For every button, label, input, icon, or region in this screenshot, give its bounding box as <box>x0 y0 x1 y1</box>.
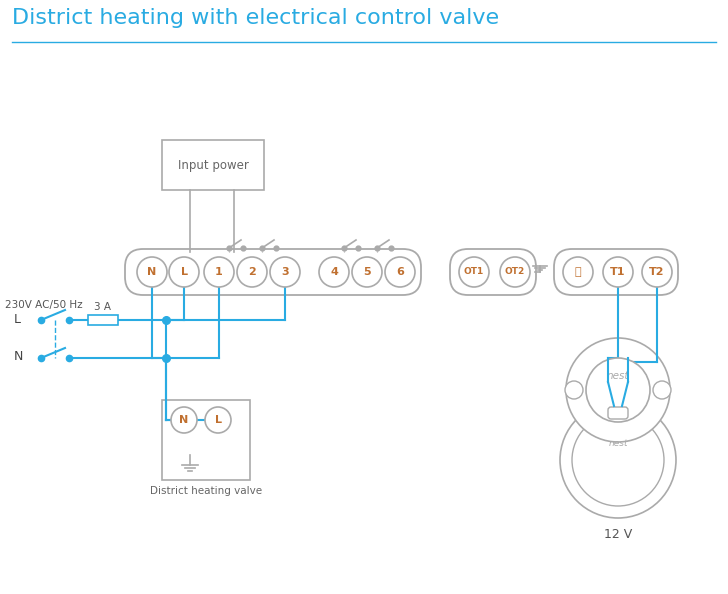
Text: T1: T1 <box>610 267 626 277</box>
FancyBboxPatch shape <box>608 407 628 419</box>
Text: L: L <box>215 415 221 425</box>
Text: nest: nest <box>606 371 629 381</box>
Text: 4: 4 <box>330 267 338 277</box>
Text: 3: 3 <box>281 267 289 277</box>
Text: OT2: OT2 <box>505 267 525 276</box>
FancyBboxPatch shape <box>88 315 118 325</box>
Text: N: N <box>179 415 189 425</box>
Circle shape <box>237 257 267 287</box>
Circle shape <box>572 414 664 506</box>
Circle shape <box>169 257 199 287</box>
FancyBboxPatch shape <box>450 249 536 295</box>
Text: OT1: OT1 <box>464 267 484 276</box>
Circle shape <box>352 257 382 287</box>
Circle shape <box>560 402 676 518</box>
Circle shape <box>642 257 672 287</box>
Text: 5: 5 <box>363 267 371 277</box>
Circle shape <box>500 257 530 287</box>
Text: 2: 2 <box>248 267 256 277</box>
Text: T2: T2 <box>649 267 665 277</box>
Circle shape <box>565 381 583 399</box>
Text: L: L <box>14 313 21 326</box>
Text: L: L <box>181 267 188 277</box>
Circle shape <box>603 257 633 287</box>
Circle shape <box>566 338 670 442</box>
Circle shape <box>171 407 197 433</box>
Circle shape <box>270 257 300 287</box>
Text: District heating valve: District heating valve <box>150 486 262 496</box>
Text: 230V AC/50 Hz: 230V AC/50 Hz <box>5 300 82 310</box>
Circle shape <box>563 257 593 287</box>
Circle shape <box>385 257 415 287</box>
Text: N: N <box>147 267 157 277</box>
Text: Input power: Input power <box>178 159 248 172</box>
Text: 12 V: 12 V <box>604 528 632 541</box>
Circle shape <box>204 257 234 287</box>
FancyBboxPatch shape <box>125 249 421 295</box>
Circle shape <box>459 257 489 287</box>
Circle shape <box>319 257 349 287</box>
Circle shape <box>137 257 167 287</box>
Circle shape <box>653 381 671 399</box>
Text: ⏚: ⏚ <box>574 267 582 277</box>
Circle shape <box>586 358 650 422</box>
Text: 1: 1 <box>215 267 223 277</box>
Circle shape <box>205 407 231 433</box>
FancyBboxPatch shape <box>162 140 264 190</box>
Text: 3 A: 3 A <box>95 302 111 312</box>
Text: 6: 6 <box>396 267 404 277</box>
Text: N: N <box>14 350 23 363</box>
FancyBboxPatch shape <box>162 400 250 480</box>
Text: District heating with electrical control valve: District heating with electrical control… <box>12 8 499 28</box>
FancyBboxPatch shape <box>554 249 678 295</box>
Text: nest: nest <box>609 440 628 448</box>
